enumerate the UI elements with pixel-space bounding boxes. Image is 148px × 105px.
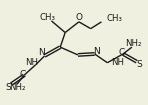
Text: NH: NH xyxy=(111,58,124,67)
Text: CH₃: CH₃ xyxy=(40,13,56,22)
Text: O: O xyxy=(75,13,82,22)
Text: S: S xyxy=(5,83,11,92)
Text: NH₂: NH₂ xyxy=(9,83,25,92)
Text: C: C xyxy=(119,49,125,57)
Text: CH₃: CH₃ xyxy=(106,14,122,23)
Text: N: N xyxy=(38,49,45,57)
Text: NH: NH xyxy=(25,58,38,67)
Text: NH₂: NH₂ xyxy=(126,39,142,48)
Text: C: C xyxy=(20,70,26,79)
Text: S: S xyxy=(137,60,143,69)
Text: N: N xyxy=(93,47,100,56)
